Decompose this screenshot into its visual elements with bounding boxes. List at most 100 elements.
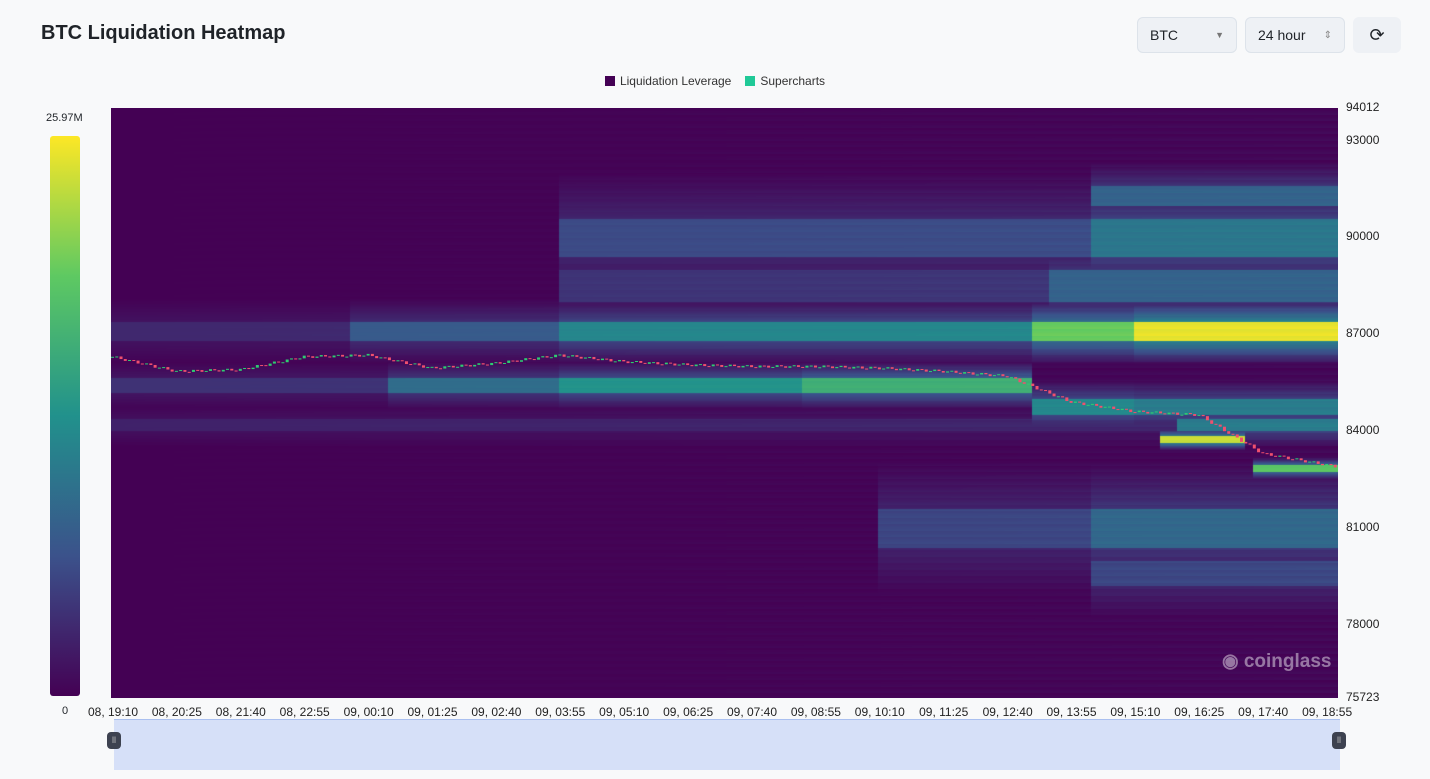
candle (963, 372, 967, 374)
candle (831, 366, 835, 369)
candle (417, 363, 421, 366)
candle (877, 367, 881, 370)
candle (728, 364, 732, 367)
candle (1082, 402, 1086, 406)
candle (583, 357, 587, 359)
candle (1039, 389, 1043, 391)
candle (532, 359, 536, 361)
candle (507, 360, 511, 363)
candle (238, 368, 242, 371)
zoom-handle-left[interactable]: ll (107, 732, 121, 749)
legend-item-supercharts[interactable]: Supercharts (745, 74, 825, 88)
candle (805, 365, 809, 368)
candle (826, 365, 830, 367)
candle (788, 366, 792, 368)
candle (1176, 412, 1180, 415)
candle (208, 369, 212, 371)
candle (988, 374, 992, 377)
candle (422, 365, 426, 368)
zoom-handle-right[interactable]: ll (1332, 732, 1346, 749)
candle (600, 358, 604, 361)
candle (971, 372, 975, 375)
candle (835, 367, 839, 369)
range-select[interactable]: 24 hour ⇕ (1245, 17, 1345, 53)
y-tick-label: 87000 (1346, 326, 1380, 341)
candle (724, 366, 728, 368)
candle (916, 369, 920, 371)
colorbar[interactable] (50, 136, 80, 696)
candle (1240, 437, 1244, 442)
x-tick-label: 09, 18:55 (1302, 705, 1353, 719)
candle (328, 356, 332, 358)
candle (801, 366, 805, 368)
x-tick-label: 09, 05:10 (599, 705, 650, 719)
x-tick-label: 09, 11:25 (919, 705, 969, 719)
candle (1329, 464, 1333, 466)
candle (119, 356, 123, 360)
candle (626, 361, 630, 364)
candle (1193, 414, 1197, 416)
updown-icon: ⇕ (1323, 29, 1332, 41)
candle (149, 363, 153, 365)
candle (1231, 433, 1235, 435)
y-tick-label: 78000 (1346, 616, 1380, 631)
candle (1261, 452, 1265, 454)
candle (115, 356, 119, 358)
candle (1107, 406, 1111, 408)
candle (852, 366, 856, 369)
candle (733, 364, 737, 367)
candle (537, 357, 541, 360)
range-select-value: 24 hour (1258, 27, 1306, 43)
candle (1316, 461, 1320, 464)
coin-select[interactable]: BTC ▼ (1137, 17, 1237, 53)
candle (136, 360, 140, 364)
candle (153, 364, 157, 368)
heatmap-canvas[interactable] (111, 108, 1338, 698)
candle (311, 356, 315, 358)
candle (1069, 401, 1073, 403)
y-tick-label: 75723 (1346, 690, 1380, 704)
candle (128, 360, 132, 362)
candle (779, 365, 783, 367)
candle (451, 365, 455, 368)
x-tick-label: 09, 13:55 (1046, 705, 1097, 719)
candle (839, 365, 843, 368)
candle (771, 366, 775, 368)
candle (745, 365, 749, 367)
coin-select-value: BTC (1150, 27, 1178, 43)
zoom-slider-track[interactable] (114, 719, 1340, 770)
candle (660, 364, 664, 366)
candle (967, 372, 971, 374)
candle (319, 355, 323, 357)
candle (911, 370, 915, 372)
candle (1218, 424, 1222, 427)
candle (1278, 455, 1282, 457)
candle (260, 365, 264, 367)
candle (1201, 414, 1205, 417)
candle (387, 357, 391, 361)
candle (187, 371, 191, 373)
candle (750, 365, 754, 368)
candle (937, 369, 941, 372)
candle (903, 368, 907, 370)
candle (1022, 382, 1026, 384)
candle (1154, 411, 1158, 413)
candle (528, 358, 532, 360)
candle (511, 360, 515, 362)
candle (324, 355, 328, 357)
refresh-button[interactable]: ⟳ (1353, 17, 1401, 53)
candle (848, 367, 852, 369)
candle (681, 363, 685, 365)
candle (1124, 408, 1128, 410)
candle (1048, 390, 1052, 394)
y-tick-label: 90000 (1346, 229, 1380, 244)
candle (251, 367, 255, 370)
candle (234, 370, 238, 372)
candle (545, 356, 549, 358)
legend-item-liquidation[interactable]: Liquidation Leverage (604, 74, 731, 88)
candle (1052, 393, 1056, 397)
candle (400, 360, 404, 362)
candle (1299, 458, 1303, 461)
candle (170, 369, 174, 372)
candle (784, 366, 788, 368)
